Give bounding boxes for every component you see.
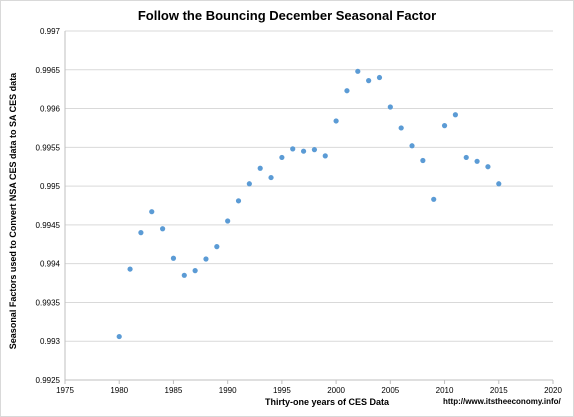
- y-tick-label: 0.994: [40, 260, 61, 269]
- x-axis-label: Thirty-one years of CES Data: [264, 397, 390, 407]
- data-point: [225, 218, 231, 224]
- y-tick-label: 0.9965: [36, 66, 61, 75]
- data-point: [420, 157, 426, 164]
- data-point: [485, 164, 491, 170]
- y-tick-label: 0.9955: [36, 143, 61, 152]
- y-tick-label: 0.9935: [36, 298, 61, 307]
- data-point: [441, 123, 448, 129]
- data-point: [409, 143, 415, 149]
- y-tick-label: 0.995: [40, 182, 61, 191]
- data-point: [138, 230, 144, 236]
- x-tick-label: 2015: [490, 386, 508, 395]
- source-credit: http://www.itstheeconomy.info/: [443, 397, 561, 406]
- data-point: [474, 158, 480, 164]
- data-point: [463, 154, 469, 161]
- data-point: [279, 154, 285, 161]
- data-point: [333, 118, 339, 124]
- data-point: [344, 88, 350, 94]
- y-tick-label: 0.996: [40, 105, 61, 114]
- data-point: [376, 74, 383, 81]
- x-tick-label: 1980: [110, 386, 128, 395]
- data-point: [203, 256, 209, 262]
- x-tick-label: 2010: [436, 386, 454, 395]
- chart-title: Follow the Bouncing December Seasonal Fa…: [137, 8, 437, 23]
- y-tick-label: 0.9945: [36, 221, 61, 230]
- x-tick-label: 1975: [56, 386, 74, 395]
- data-point: [268, 174, 274, 181]
- data-point: [366, 78, 372, 84]
- data-point: [170, 255, 177, 261]
- x-tick-label: 1990: [219, 386, 237, 395]
- data-point: [192, 268, 198, 274]
- data-point: [235, 198, 242, 204]
- y-tick-label: 0.9925: [36, 376, 61, 385]
- data-point: [322, 153, 328, 159]
- data-point: [160, 226, 166, 232]
- data-point: [452, 112, 458, 118]
- data-point: [181, 272, 187, 278]
- x-tick-label: 2005: [381, 386, 399, 395]
- data-point: [257, 165, 263, 171]
- data-point: [246, 181, 252, 187]
- data-point: [116, 333, 122, 340]
- data-point: [496, 181, 502, 187]
- data-point: [149, 209, 155, 215]
- data-point: [355, 68, 361, 74]
- y-tick-label: 0.997: [40, 27, 61, 36]
- data-point: [290, 146, 296, 152]
- data-point: [387, 104, 393, 110]
- data-point: [431, 196, 437, 202]
- x-tick-label: 1985: [165, 386, 183, 395]
- x-tick-label: 1995: [273, 386, 291, 395]
- data-point: [398, 125, 404, 131]
- data-point: [300, 148, 307, 154]
- x-tick-label: 2000: [327, 386, 345, 395]
- y-tick-label: 0.993: [40, 337, 61, 346]
- data-point: [311, 147, 318, 153]
- data-point: [127, 266, 133, 272]
- data-point: [214, 244, 220, 250]
- x-tick-label: 2020: [544, 386, 562, 395]
